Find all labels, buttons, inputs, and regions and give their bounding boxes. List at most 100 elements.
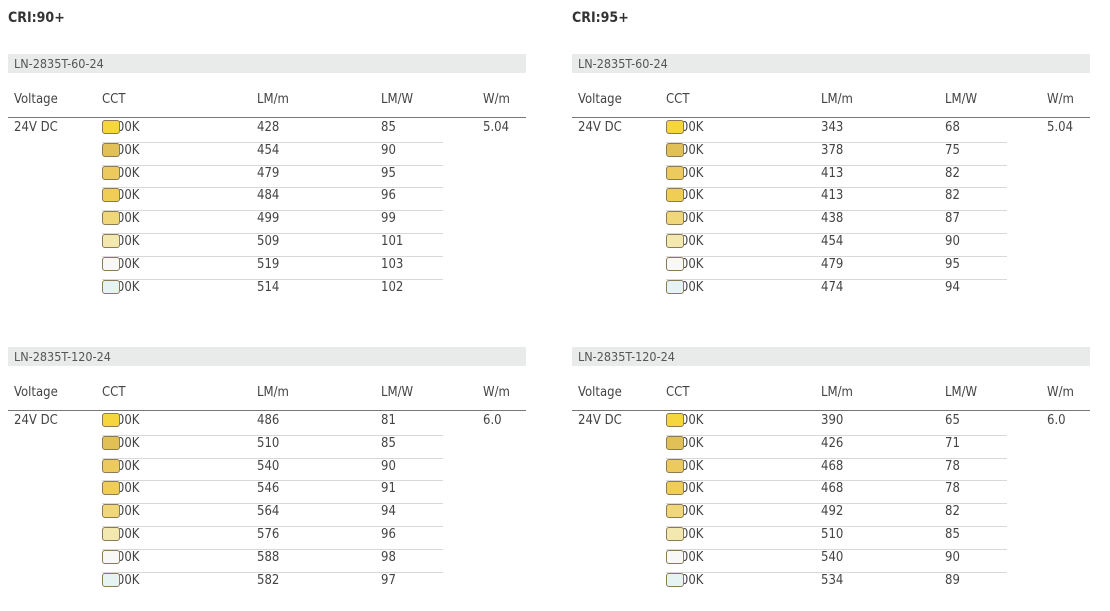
header-lm-per-w: LM/W (945, 92, 978, 107)
color-swatch-icon (666, 142, 684, 157)
color-swatch-icon (666, 211, 684, 226)
cct: 5000K (102, 549, 139, 565)
table-header: Voltage CCT LM/m LM/W W/m (572, 92, 1090, 118)
header-lm-per-w: LM/W (945, 385, 978, 400)
table-row: 24V DC 6.0 2200K 390 65 (572, 413, 1090, 436)
header-lm-per-m: LM/m (257, 385, 289, 400)
cct: 4000K (666, 527, 703, 542)
table-header: Voltage CCT LM/m LM/W W/m (572, 385, 1090, 411)
header-lm-per-m: LM/m (821, 92, 853, 107)
lumens-per-meter: 343 (821, 120, 844, 135)
cct: 2500K (102, 435, 139, 451)
header-lm-per-m: LM/m (257, 92, 289, 107)
lumens-per-meter: 484 (257, 188, 280, 204)
cct: 4000K (666, 234, 703, 249)
header-lm-per-m: LM/m (821, 385, 853, 400)
row-divider (102, 525, 443, 527)
row-divider (666, 548, 1007, 550)
cct: 2700K (666, 458, 703, 474)
lumens-per-watt: 99 (381, 211, 396, 227)
cct: 2200K (666, 120, 703, 135)
cct: 3000K (102, 481, 139, 496)
row-divider (666, 525, 1007, 527)
lumens-per-meter: 588 (257, 549, 280, 565)
color-swatch-icon (666, 572, 684, 587)
header-voltage: Voltage (578, 385, 622, 400)
row-divider (102, 278, 443, 280)
table-row: 3500K 438 87 (572, 211, 1090, 234)
table-row: 2500K 426 71 (572, 435, 1090, 459)
lumens-per-meter: 576 (257, 527, 280, 542)
lumens-per-meter: 468 (821, 458, 844, 474)
model-name: LN-2835T-60-24 (8, 54, 526, 73)
color-swatch-icon (666, 504, 684, 519)
color-swatch-icon (666, 549, 684, 564)
cct: 2700K (666, 165, 703, 181)
cct: 2500K (102, 142, 139, 158)
table-row: 2700K 413 82 (572, 165, 1090, 189)
header-cct: CCT (102, 92, 126, 107)
lumens-per-meter: 426 (821, 435, 844, 451)
model-name: LN-2835T-120-24 (8, 347, 526, 366)
spec-table: LN-2835T-60-24 Voltage CCT LM/m LM/W W/m 24V D… (572, 54, 1090, 304)
lumens-per-watt: 81 (381, 413, 396, 428)
lumens-per-meter: 510 (257, 435, 280, 451)
cct: 3000K (666, 481, 703, 496)
row-divider (102, 210, 443, 212)
color-swatch-icon (102, 504, 120, 519)
color-swatch-icon (666, 279, 684, 294)
table-row: 6200K 474 94 (572, 279, 1090, 303)
table-row: 2700K 479 95 (8, 165, 526, 189)
row-divider (102, 480, 443, 482)
header-voltage: Voltage (578, 92, 622, 107)
color-swatch-icon (666, 256, 684, 271)
lumens-per-watt: 103 (381, 256, 404, 272)
lumens-per-watt: 82 (945, 504, 960, 520)
row-divider (102, 187, 443, 189)
table-row: 4000K 510 85 (572, 527, 1090, 550)
row-divider (666, 457, 1007, 459)
table-row: 24V DC 5.04 2200K 343 68 (572, 120, 1090, 143)
row-divider (102, 434, 443, 436)
table-row: 3000K 468 78 (572, 481, 1090, 505)
lumens-per-meter: 413 (821, 165, 844, 181)
color-swatch-icon (102, 142, 120, 157)
lumens-per-watt: 101 (381, 234, 404, 249)
lumens-per-watt: 82 (945, 165, 960, 181)
cct: 2700K (102, 165, 139, 181)
lumens-per-watt: 90 (381, 142, 396, 158)
row-divider (666, 503, 1007, 505)
table-row: 4000K 509 101 (8, 234, 526, 257)
cct: 2200K (666, 413, 703, 428)
table-row: 3000K 484 96 (8, 188, 526, 212)
lumens-per-watt: 91 (381, 481, 396, 497)
model-name: LN-2835T-120-24 (572, 347, 1090, 366)
table-row: 5000K 519 103 (8, 256, 526, 280)
color-swatch-icon (666, 234, 684, 248)
spec-table: LN-2835T-60-24 Voltage CCT LM/m LM/W W/m 24V D… (8, 54, 526, 304)
lumens-per-meter: 378 (821, 142, 844, 158)
lumens-per-watt: 75 (945, 142, 960, 158)
color-swatch-icon (666, 527, 684, 541)
lumens-per-meter: 454 (821, 234, 844, 249)
lumens-per-watt: 78 (945, 481, 960, 497)
lumens-per-meter: 413 (821, 188, 844, 204)
lumens-per-meter: 492 (821, 504, 844, 520)
table-row: 5000K 588 98 (8, 549, 526, 573)
lumens-per-watt: 90 (381, 458, 396, 474)
row-divider (666, 278, 1007, 280)
lumens-per-watt: 85 (381, 435, 396, 451)
header-voltage: Voltage (14, 92, 58, 107)
spec-table: LN-2835T-120-24 Voltage CCT LM/m LM/W W/m 24V … (8, 347, 526, 597)
table-row: 2500K 510 85 (8, 435, 526, 459)
lumens-per-watt: 96 (381, 527, 396, 542)
color-swatch-icon (102, 211, 120, 226)
lumens-per-meter: 514 (257, 279, 280, 295)
cct: 3000K (666, 188, 703, 203)
lumens-per-watt: 87 (945, 211, 960, 227)
lumens-per-meter: 499 (257, 211, 280, 227)
lumens-per-meter: 540 (821, 549, 844, 565)
row-divider (102, 141, 443, 143)
table-row: 2700K 468 78 (572, 458, 1090, 482)
row-divider (102, 571, 443, 573)
